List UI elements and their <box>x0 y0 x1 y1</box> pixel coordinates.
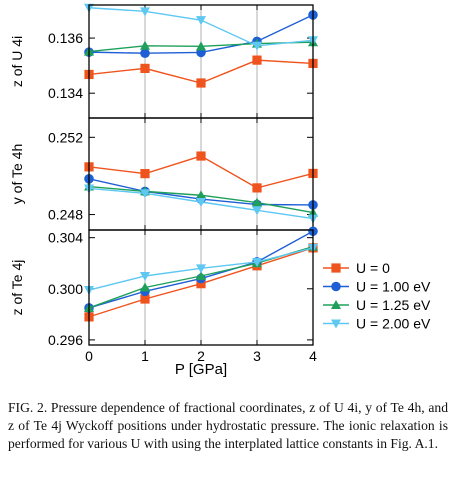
y-tick-label: 0.296 <box>48 332 83 348</box>
x-tick-label: 3 <box>253 348 261 364</box>
legend-marker <box>331 281 341 292</box>
data-point <box>196 151 206 161</box>
data-point <box>196 16 206 26</box>
data-point <box>140 189 150 199</box>
x-axis-label: P [GPa] <box>175 361 227 378</box>
y-tick-label: 0.248 <box>48 207 83 223</box>
panel-2: 0.248 0.252 y of Te 4h <box>9 117 318 231</box>
data-point <box>252 183 262 193</box>
data-point <box>140 294 150 304</box>
legend-label: U = 1.25 eV <box>356 297 431 313</box>
y-axis-label: z of Te 4j <box>9 260 25 316</box>
y-tick-label: 0.252 <box>48 129 83 145</box>
x-tick-label: 2 <box>197 348 205 364</box>
data-point <box>252 197 262 207</box>
x-tick-label: 1 <box>141 348 149 364</box>
x-axis: P [GPa] 0 1 2 3 4 <box>85 348 317 378</box>
data-point <box>140 169 150 179</box>
panel-frame <box>88 229 314 346</box>
data-point <box>196 264 206 274</box>
y-tick-label: 0.136 <box>48 30 83 46</box>
panel-3: 0.296 0.300 0.304 z of Te 4j <box>9 226 318 348</box>
data-point <box>252 206 262 216</box>
legend-marker <box>331 300 341 309</box>
data-point <box>140 40 150 50</box>
legend-label: U = 2.00 eV <box>356 316 431 332</box>
data-point <box>140 48 150 59</box>
data-point <box>140 7 150 17</box>
x-tick-label: 4 <box>309 348 317 364</box>
data-point <box>196 41 206 51</box>
y-tick-label: 0.304 <box>48 230 83 246</box>
data-point <box>252 55 262 65</box>
data-point <box>140 272 150 281</box>
y-tick-label: 0.134 <box>48 85 83 101</box>
y-tick-label: 0.300 <box>48 281 83 297</box>
y-axis-label: z of U 4i <box>9 36 25 87</box>
data-point <box>252 257 262 267</box>
figure-caption: FIG. 2. Pressure dependence of fractiona… <box>8 400 448 451</box>
data-point <box>140 282 150 292</box>
x-tick-label: 0 <box>85 348 93 364</box>
data-point <box>252 41 262 51</box>
legend-label: U = 0 <box>356 260 390 276</box>
legend-marker <box>331 319 341 329</box>
legend-label: U = 1.00 eV <box>356 279 431 295</box>
legend: U = 0 U = 1.00 eV U = 1.25 eV U = 2.00 eV <box>323 260 431 332</box>
data-point <box>196 190 206 200</box>
data-point <box>196 78 206 88</box>
data-point <box>196 271 206 280</box>
panel-1: 0.134 0.136 z of U 4i <box>9 3 318 119</box>
legend-marker <box>331 263 341 273</box>
y-axis-label: y of Te 4h <box>9 144 25 204</box>
data-point <box>196 198 206 207</box>
data-point <box>140 63 150 73</box>
data-point <box>196 279 206 289</box>
